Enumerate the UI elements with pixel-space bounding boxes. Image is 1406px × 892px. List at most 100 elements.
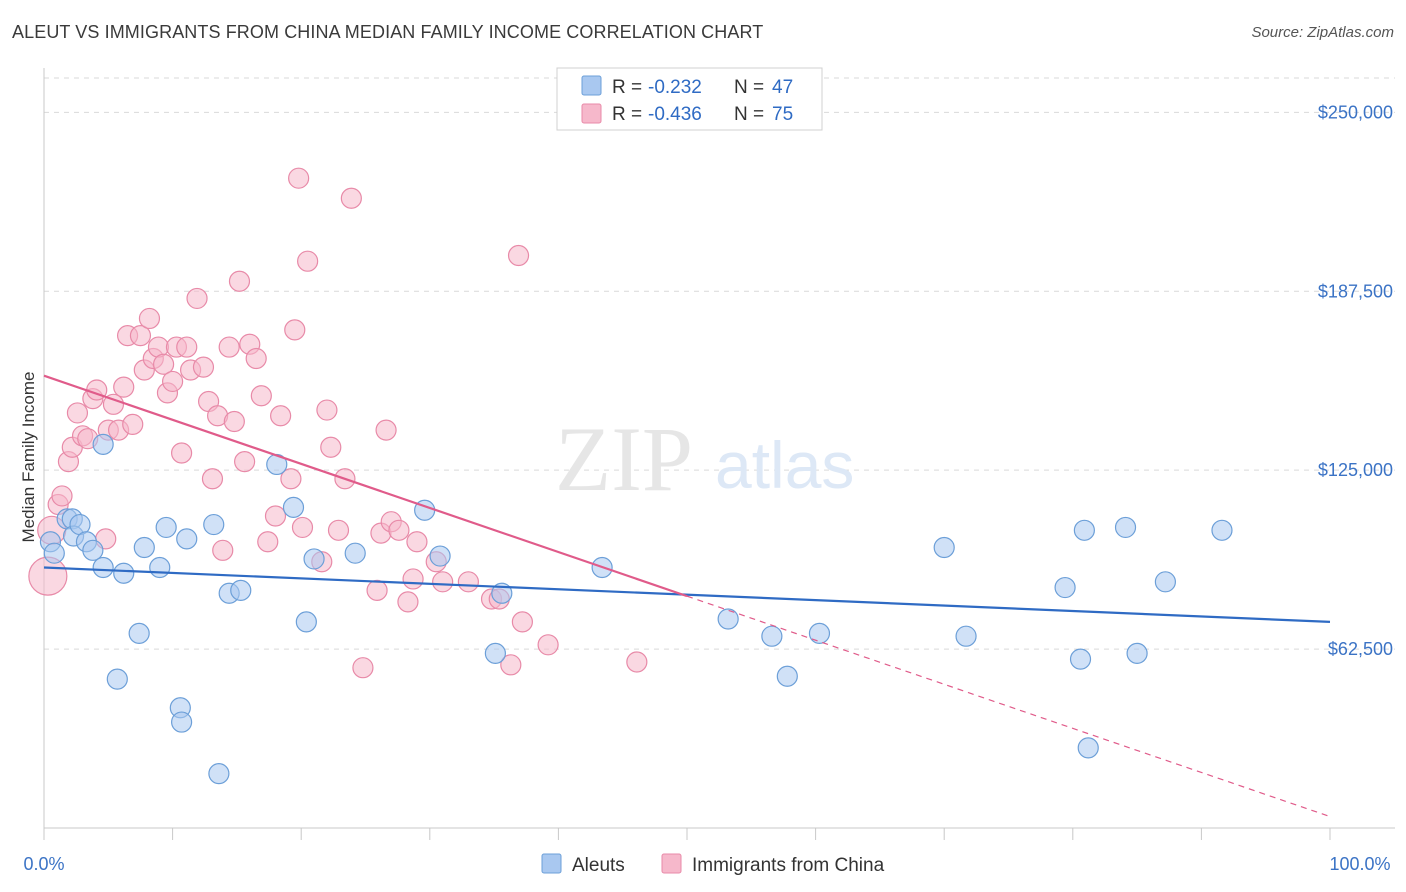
aleut-point bbox=[933, 536, 955, 559]
aleut-point bbox=[1054, 576, 1076, 599]
china-point bbox=[223, 410, 245, 433]
aleut-point bbox=[155, 516, 177, 539]
aleut-point bbox=[484, 642, 506, 664]
aleut-point bbox=[92, 556, 114, 579]
aleut-point bbox=[1077, 737, 1099, 759]
china-point bbox=[122, 413, 144, 435]
china-point bbox=[201, 468, 224, 490]
china-point bbox=[316, 399, 338, 421]
aleut-point bbox=[92, 433, 114, 456]
aleut-point bbox=[776, 665, 798, 687]
china-point bbox=[288, 167, 310, 189]
china-point bbox=[257, 531, 279, 553]
china-point bbox=[397, 591, 419, 613]
legend-swatch-aleut bbox=[581, 75, 602, 96]
china-point bbox=[291, 516, 314, 539]
china-point bbox=[366, 579, 388, 602]
legend-r-label-china: R = bbox=[612, 104, 642, 125]
china-point bbox=[264, 505, 287, 527]
aleut-point bbox=[1154, 571, 1176, 593]
watermark: ZIP atlas bbox=[555, 408, 854, 510]
china-point bbox=[327, 519, 350, 541]
aleut-point bbox=[491, 582, 513, 604]
aleut-point bbox=[82, 539, 104, 561]
aleut-points bbox=[39, 433, 1233, 785]
bottom-legend-swatch-aleut bbox=[541, 853, 562, 874]
bottom-legend-label-aleut: Aleuts bbox=[572, 855, 625, 876]
legend-r-label-aleut: R = bbox=[612, 77, 642, 98]
china-point bbox=[102, 393, 125, 415]
china-point bbox=[537, 634, 559, 656]
china-point bbox=[250, 385, 272, 407]
china-point bbox=[218, 336, 240, 358]
china-point bbox=[388, 519, 410, 541]
legend-n-label-aleut: N = bbox=[734, 77, 764, 98]
china-point bbox=[245, 347, 267, 370]
china-trend-line bbox=[43, 374, 688, 598]
axis-layer bbox=[43, 68, 1395, 840]
china-point bbox=[66, 402, 89, 424]
aleut-point bbox=[429, 545, 451, 567]
legend-r-value-china: -0.436 bbox=[648, 104, 702, 125]
aleut-point bbox=[1126, 642, 1148, 664]
aleut-point bbox=[282, 496, 305, 518]
y-tick-label: $250,000 bbox=[1318, 102, 1393, 122]
china-point bbox=[297, 250, 319, 272]
watermark-atlas: atlas bbox=[715, 428, 854, 502]
aleut-point bbox=[303, 548, 325, 570]
trend-layer bbox=[43, 374, 1331, 818]
aleut-point bbox=[1211, 519, 1233, 541]
y-tick-label: $187,500 bbox=[1318, 281, 1393, 301]
aleut-point bbox=[230, 579, 252, 602]
stats-legend: R = -0.232 N = 47 R = -0.436 N = 75 bbox=[556, 67, 823, 131]
china-point bbox=[432, 571, 454, 593]
china-point bbox=[186, 287, 208, 310]
china-point bbox=[192, 356, 215, 378]
china-point bbox=[270, 405, 292, 427]
aleut-point bbox=[43, 542, 65, 564]
chart-title: ALEUT VS IMMIGRANTS FROM CHINA MEDIAN FA… bbox=[12, 22, 764, 42]
aleut-point bbox=[208, 763, 230, 785]
china-point bbox=[212, 539, 234, 561]
y-axis-title: Median Family Income bbox=[19, 371, 38, 542]
aleut-point bbox=[176, 528, 198, 550]
aleut-point bbox=[344, 542, 366, 564]
china-point bbox=[402, 568, 424, 590]
legend-n-label-china: N = bbox=[734, 104, 764, 125]
aleut-point bbox=[955, 625, 977, 647]
aleut-point bbox=[171, 711, 193, 733]
china-point bbox=[228, 270, 251, 292]
legend-n-value-aleut: 47 bbox=[772, 77, 793, 98]
aleut-point bbox=[113, 562, 135, 584]
series-legend: Aleuts Immigrants from China bbox=[541, 853, 885, 876]
aleut-point bbox=[1114, 516, 1137, 539]
china-point bbox=[320, 436, 342, 458]
aleut-point bbox=[106, 668, 128, 690]
china-point bbox=[626, 651, 648, 673]
china-trend-line-extrapolated bbox=[686, 595, 1331, 818]
grid-layer: $62,500 $125,000 $187,500 $250,000 bbox=[44, 77, 1395, 659]
y-tick-label: $125,000 bbox=[1318, 460, 1393, 480]
aleut-trend-line bbox=[43, 566, 1331, 623]
aleut-point bbox=[203, 513, 225, 536]
china-point bbox=[406, 531, 428, 553]
china-point bbox=[280, 468, 302, 490]
aleut-point bbox=[295, 611, 317, 633]
china-point bbox=[51, 485, 73, 507]
aleut-point bbox=[149, 556, 171, 579]
china-point bbox=[176, 336, 198, 358]
china-point bbox=[28, 556, 68, 596]
bottom-legend-label-china: Immigrants from China bbox=[692, 855, 885, 876]
china-point bbox=[129, 325, 152, 347]
china-point bbox=[171, 442, 193, 464]
legend-r-value-aleut: -0.232 bbox=[648, 77, 702, 98]
legend-n-value-china: 75 bbox=[772, 104, 793, 125]
aleut-point bbox=[761, 625, 783, 647]
bottom-legend-swatch-china bbox=[661, 853, 682, 874]
china-point bbox=[457, 571, 479, 593]
china-points bbox=[28, 167, 648, 679]
china-point bbox=[500, 654, 522, 676]
china-point bbox=[375, 419, 397, 441]
legend-swatch-china bbox=[581, 103, 602, 124]
